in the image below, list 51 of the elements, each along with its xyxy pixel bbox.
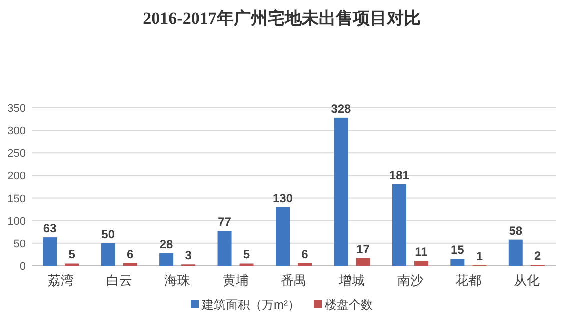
y-tick-label: 100	[8, 216, 26, 228]
x-tick-label: 黄埔	[222, 273, 249, 288]
legend-label: 楼盘个数	[325, 298, 373, 312]
y-tick-label: 300	[8, 126, 26, 138]
bar	[218, 231, 232, 266]
bar	[276, 207, 290, 266]
data-label: 50	[102, 227, 116, 242]
x-tick-label: 海珠	[164, 273, 191, 288]
data-label: 6	[126, 247, 134, 262]
bar	[298, 263, 312, 266]
y-tick-label: 150	[8, 193, 26, 206]
bar	[43, 238, 58, 266]
bar	[334, 118, 348, 266]
data-label: 63	[43, 222, 58, 236]
data-label: 6	[302, 247, 309, 262]
data-label: 3	[185, 248, 192, 263]
bar	[101, 243, 116, 266]
bar	[123, 263, 138, 266]
y-tick-label: 250	[8, 148, 26, 160]
data-label: 1	[476, 250, 484, 264]
legend-label: 建筑面积（万m²）	[201, 298, 300, 312]
data-label: 328	[331, 102, 352, 116]
data-label: 130	[272, 191, 294, 206]
data-label: 15	[450, 243, 465, 258]
bar	[160, 253, 174, 266]
data-label: 2	[534, 249, 542, 264]
x-tick-label: 南沙	[397, 273, 424, 288]
bar	[392, 184, 406, 266]
bar	[356, 258, 370, 266]
x-tick-label: 荔湾	[48, 273, 74, 288]
bar	[414, 261, 428, 266]
y-tick-label: 200	[8, 170, 26, 183]
chart-title: 2016-2017年广州宅地未出售项目对比	[143, 9, 421, 28]
data-label: 58	[509, 224, 523, 238]
x-tick-label: 白云	[106, 273, 132, 288]
data-label: 11	[415, 245, 428, 260]
y-tick-label: 350	[8, 103, 26, 115]
bar	[508, 240, 523, 266]
data-label: 17	[356, 242, 370, 256]
data-label: 5	[243, 248, 250, 262]
x-tick-label: 增城	[338, 273, 366, 288]
x-tick-label: 从化	[514, 273, 540, 288]
x-tick-label: 番禺	[281, 273, 307, 288]
y-tick-label: 50	[14, 238, 26, 250]
data-label: 181	[389, 168, 410, 182]
data-label: 5	[68, 248, 76, 262]
bar	[450, 259, 465, 266]
y-tick-label: 0	[20, 261, 26, 273]
x-tick-label: 花都	[456, 273, 482, 288]
data-label: 28	[160, 237, 174, 252]
data-label: 77	[218, 215, 232, 230]
